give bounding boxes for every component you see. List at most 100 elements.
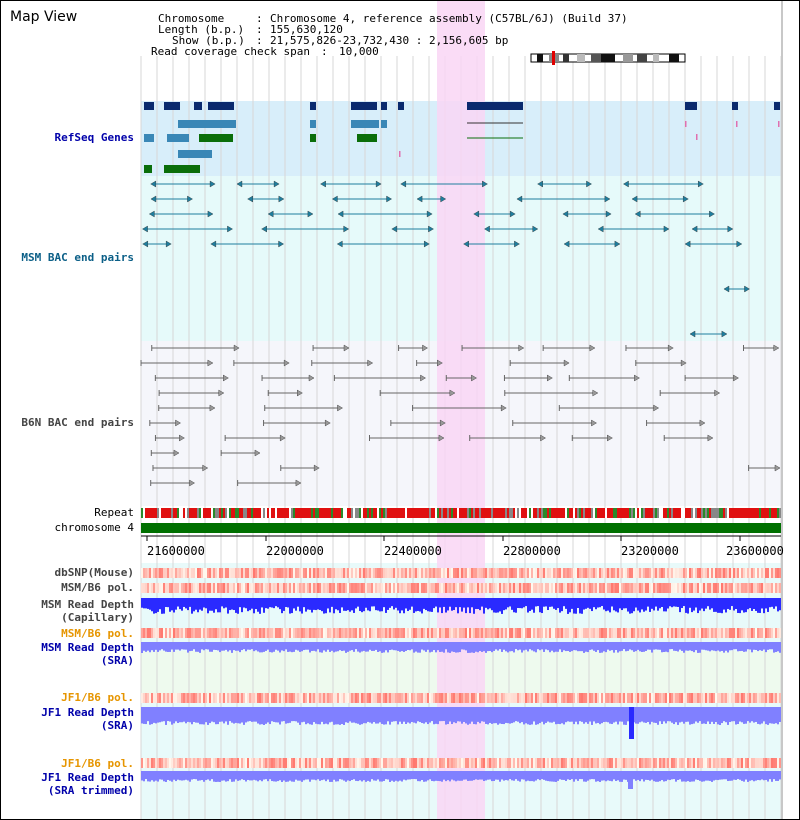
- track-label-msm-b6-pol-2[interactable]: MSM/B6 pol.: [61, 627, 134, 640]
- jf1-depth-trim-bar: [367, 771, 369, 781]
- msm-depth-cap-bar: [769, 598, 771, 608]
- dbsnp-density-cell: [585, 568, 587, 578]
- track-label-dbsnp[interactable]: dbSNP(Mouse): [54, 566, 134, 579]
- jf1-b6-pol-cell: [719, 693, 721, 703]
- jf1-depth-sra-bar: [691, 707, 693, 725]
- msm-b6-pol2-cell: [145, 628, 147, 638]
- msm-b6-pol-cell: [461, 583, 463, 593]
- track-label-jf1-depth-trim[interactable]: JF1 Read Depth: [41, 771, 134, 784]
- jf1-b6-pol-cell: [365, 693, 367, 703]
- jf1-depth-trim-bar: [699, 771, 701, 781]
- jf1-b6-pol-cell: [367, 693, 369, 703]
- track-label-jf1-b6-pol-2[interactable]: JF1/B6 pol.: [61, 757, 134, 770]
- repeat-element: [555, 508, 557, 518]
- jf1-depth-trim-bar: [473, 771, 475, 781]
- msm-depth-cap-bar: [517, 598, 519, 609]
- msm-depth-cap-bar: [215, 598, 217, 610]
- jf1-b6-pol2-cell: [437, 758, 439, 768]
- repeat-element: [205, 508, 207, 518]
- jf1-depth-sra-bar: [507, 707, 509, 724]
- msm-depth-sra-bar: [275, 642, 277, 650]
- jf1-depth-trim-bar: [479, 771, 481, 780]
- jf1-depth-sra-bar: [259, 707, 261, 725]
- track-label-msm-depth-sra[interactable]: MSM Read Depth: [41, 641, 134, 654]
- jf1-b6-pol-cell: [431, 693, 433, 703]
- track-label-jf1-depth-sra[interactable]: JF1 Read Depth: [41, 706, 134, 719]
- axis-tick-label: 21600000: [147, 544, 205, 558]
- track-label-jf1-b6-pol-1[interactable]: JF1/B6 pol.: [61, 691, 134, 704]
- msm-b6-pol2-cell: [451, 628, 453, 638]
- jf1-depth-trim-bar: [223, 771, 225, 781]
- dbsnp-density-cell: [257, 568, 259, 578]
- msm-b6-pol2-cell: [685, 628, 687, 638]
- jf1-depth-sra-bar: [221, 707, 223, 722]
- dbsnp-density-cell: [749, 568, 751, 578]
- msm-depth-cap-bar: [455, 598, 457, 608]
- jf1-b6-pol2-cell: [741, 758, 743, 768]
- msm-b6-pol-cell: [261, 583, 263, 593]
- jf1-depth-sra-bar: [597, 707, 599, 723]
- jf1-b6-pol2-cell: [583, 758, 585, 768]
- refseq-gene-feature: [144, 102, 154, 110]
- repeat-element: [259, 508, 261, 518]
- jf1-depth-trim-bar: [723, 771, 725, 780]
- msm-b6-pol-cell: [161, 583, 163, 593]
- msm-depth-sra-bar: [711, 642, 713, 651]
- msm-b6-pol2-cell: [329, 628, 331, 638]
- dbsnp-density-cell: [611, 568, 613, 578]
- jf1-depth-sra-bar: [311, 707, 313, 725]
- jf1-depth-trim-bar: [475, 771, 477, 780]
- jf1-depth-sra-bar: [661, 707, 663, 725]
- jf1-depth-trim-bar: [335, 771, 337, 782]
- track-label-refseq[interactable]: RefSeq Genes: [54, 131, 134, 144]
- msm-b6-pol-cell: [159, 583, 161, 593]
- msm-b6-pol-cell: [533, 583, 535, 593]
- msm-b6-pol2-cell: [359, 628, 361, 638]
- msm-b6-pol2-cell: [159, 628, 161, 638]
- msm-b6-pol2-cell: [551, 628, 553, 638]
- repeat-element: [735, 508, 737, 518]
- msm-bac-end: [142, 240, 149, 248]
- msm-b6-pol-cell: [271, 583, 273, 593]
- msm-b6-pol2-cell: [479, 628, 481, 638]
- track-label-b6n-bac[interactable]: B6N BAC end pairs: [21, 416, 134, 429]
- repeat-element: [525, 508, 527, 518]
- jf1-depth-sra-bar: [713, 707, 715, 724]
- msm-depth-cap-bar: [377, 598, 379, 611]
- msm-b6-pol-cell: [671, 583, 673, 593]
- dbsnp-density-cell: [541, 568, 543, 578]
- msm-b6-pol2-cell: [455, 628, 457, 638]
- msm-b6-pol2-cell: [395, 628, 397, 638]
- jf1-b6-pol2-cell: [689, 758, 691, 768]
- jf1-depth-trim-bar: [297, 771, 299, 781]
- jf1-b6-pol-cell: [247, 693, 249, 703]
- msm-b6-pol2-cell: [233, 628, 235, 638]
- msm-b6-pol-cell: [321, 583, 323, 593]
- dbsnp-density-cell: [331, 568, 333, 578]
- track-label-msm-b6-pol-1[interactable]: MSM/B6 pol.: [61, 581, 134, 594]
- msm-depth-sra-bar: [527, 642, 529, 652]
- repeat-element: [587, 508, 589, 518]
- msm-b6-pol-cell: [675, 583, 677, 593]
- jf1-b6-pol2-cell: [625, 758, 627, 768]
- jf1-depth-trim-bar: [179, 771, 181, 781]
- msm-b6-pol2-cell: [383, 628, 385, 638]
- msm-b6-pol2-cell: [645, 628, 647, 638]
- msm-depth-sra-bar: [605, 642, 607, 653]
- jf1-b6-pol-cell: [465, 693, 467, 703]
- jf1-depth-sra-bar: [247, 707, 249, 722]
- jf1-b6-pol2-cell: [345, 758, 347, 768]
- track-label-msm-depth-cap[interactable]: MSM Read Depth: [41, 598, 134, 611]
- jf1-b6-pol2-cell: [773, 758, 775, 768]
- jf1-depth-sra-bar: [461, 707, 463, 724]
- msm-depth-sra-bar: [309, 642, 311, 653]
- jf1-depth-trim-bar: [299, 771, 301, 781]
- jf1-depth-trim-bar: [719, 771, 721, 780]
- track-label-msm-bac[interactable]: MSM BAC end pairs: [21, 251, 134, 264]
- dbsnp-density-cell: [677, 568, 679, 578]
- jf1-b6-pol-cell: [289, 693, 291, 703]
- msm-depth-cap-bar: [235, 598, 237, 613]
- jf1-b6-pol2-cell: [495, 758, 497, 768]
